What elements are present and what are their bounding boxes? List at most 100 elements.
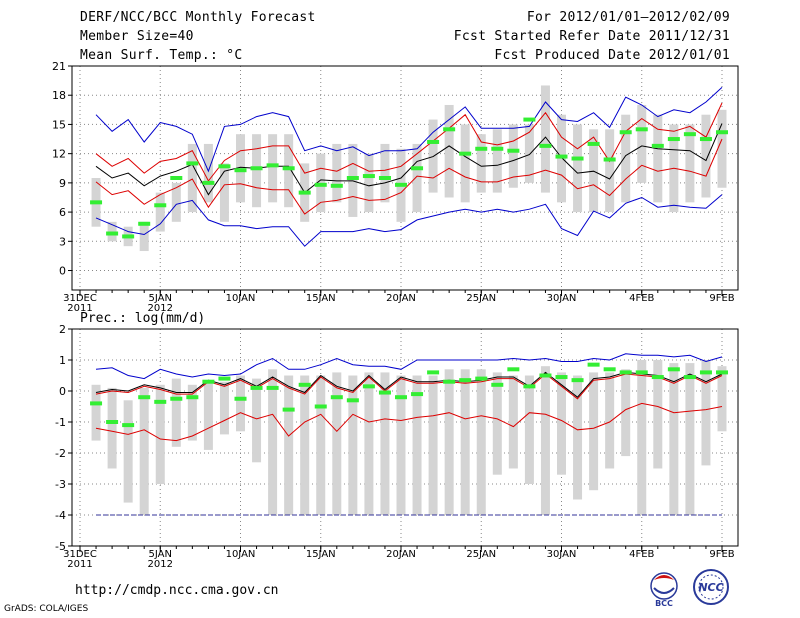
y-tick-label: 2 — [59, 323, 66, 336]
ensemble-box — [268, 134, 278, 203]
y-tick-label: 12 — [52, 148, 66, 161]
obs-marker — [683, 375, 696, 380]
obs-marker — [555, 154, 568, 159]
forecast-period: For 2012/01/01–2012/02/09 — [526, 10, 730, 25]
obs-marker — [234, 396, 247, 401]
x-tick-label: 20JAN — [386, 549, 416, 560]
obs-marker — [378, 390, 391, 395]
obs-marker — [170, 396, 183, 401]
obs-marker — [459, 378, 472, 383]
y-tick-label: -1 — [55, 416, 66, 429]
obs-marker — [667, 137, 680, 142]
y-tick-label: -2 — [55, 447, 66, 460]
obs-marker — [507, 148, 520, 153]
ensemble-box — [476, 369, 486, 515]
ensemble-box — [701, 114, 711, 198]
source-url[interactable]: http://cmdp.ncc.cma.gov.cn — [75, 583, 279, 598]
obs-marker — [90, 200, 103, 205]
obs-marker — [186, 161, 199, 166]
ensemble-box — [203, 143, 213, 203]
series-line-upper — [95, 102, 723, 182]
plot-frame — [71, 328, 739, 547]
obs-marker — [250, 385, 263, 390]
plot-frame — [71, 65, 739, 291]
obs-marker — [170, 176, 183, 180]
obs-marker — [571, 156, 584, 161]
obs-marker — [218, 376, 231, 381]
ensemble-box — [91, 384, 101, 441]
ensemble-box — [589, 372, 599, 491]
ensemble-box — [332, 372, 342, 515]
obs-marker — [122, 423, 135, 428]
obs-marker — [571, 378, 584, 383]
obs-marker — [138, 221, 151, 226]
ensemble-box — [219, 163, 229, 222]
forecast-title: DERF/NCC/BCC Monthly Forecast — [80, 10, 316, 25]
ensemble-box — [364, 372, 374, 515]
obs-marker — [266, 163, 279, 168]
obs-marker — [443, 127, 456, 132]
ensemble-box — [187, 384, 197, 441]
ensemble-box — [701, 360, 711, 466]
ensemble-box — [107, 387, 117, 469]
x-tick-label: 15JAN — [306, 549, 336, 560]
ensemble-box — [332, 143, 342, 203]
obs-marker — [475, 146, 488, 151]
ensemble-box — [492, 129, 502, 193]
obs-marker — [491, 382, 504, 387]
ensemble-box — [717, 366, 727, 432]
x-tick-label: 5JAN — [149, 293, 172, 304]
x-tick-label: 9FEB — [709, 293, 734, 304]
started-date: Fcst Started Refer Date 2011/12/31 — [453, 29, 730, 44]
x-tick-label: 25JAN — [466, 293, 496, 304]
obs-marker — [234, 168, 247, 173]
x-tick-label: 10JAN — [226, 293, 256, 304]
y-tick-label: -3 — [55, 478, 66, 491]
ensemble-box — [236, 375, 245, 432]
obs-marker — [346, 176, 359, 180]
obs-marker — [362, 384, 375, 389]
y-tick-label: 0 — [59, 265, 66, 278]
obs-marker — [699, 137, 712, 142]
obs-marker — [523, 384, 536, 389]
variable-label: Mean Surf. Temp.: °C — [80, 48, 243, 63]
ensemble-box — [460, 124, 470, 203]
x-tick-label: 9FEB — [709, 549, 734, 560]
ncc-logo: NCC — [693, 569, 729, 605]
ensemble-box — [396, 375, 406, 515]
obs-marker — [330, 395, 343, 400]
ensemble-box — [589, 129, 599, 213]
ensemble-box — [380, 372, 390, 515]
obs-marker — [635, 127, 648, 132]
obs-marker — [298, 190, 311, 195]
obs-marker — [346, 398, 359, 403]
ensemble-box — [669, 363, 679, 515]
ensemble-box — [284, 134, 294, 208]
obs-marker — [427, 139, 440, 144]
series-line-min — [95, 194, 723, 247]
obs-marker — [411, 392, 424, 397]
y-tick-label: 15 — [52, 118, 66, 131]
ensemble-box — [653, 114, 663, 203]
precip-panel-title: Prec.: log(mm/d) — [80, 311, 205, 326]
obs-marker — [427, 370, 440, 375]
x-tick-label: 31DEC — [63, 549, 97, 560]
ensemble-box — [621, 369, 631, 457]
ensemble-box — [508, 375, 518, 469]
y-tick-label: 18 — [52, 89, 66, 102]
ensemble-box — [508, 124, 518, 188]
ensemble-box — [123, 400, 133, 503]
x-tick-sublabel: 2012 — [148, 303, 173, 314]
obs-marker — [298, 382, 311, 387]
obs-marker — [716, 130, 728, 135]
obs-marker — [202, 379, 215, 384]
x-tick-label: 30JAN — [547, 549, 577, 560]
obs-marker — [138, 395, 151, 400]
y-tick-label: 9 — [59, 177, 66, 190]
ensemble-box — [476, 134, 486, 193]
member-size: Member Size=40 — [80, 29, 194, 44]
obs-marker — [330, 183, 343, 188]
obs-marker — [378, 176, 391, 180]
